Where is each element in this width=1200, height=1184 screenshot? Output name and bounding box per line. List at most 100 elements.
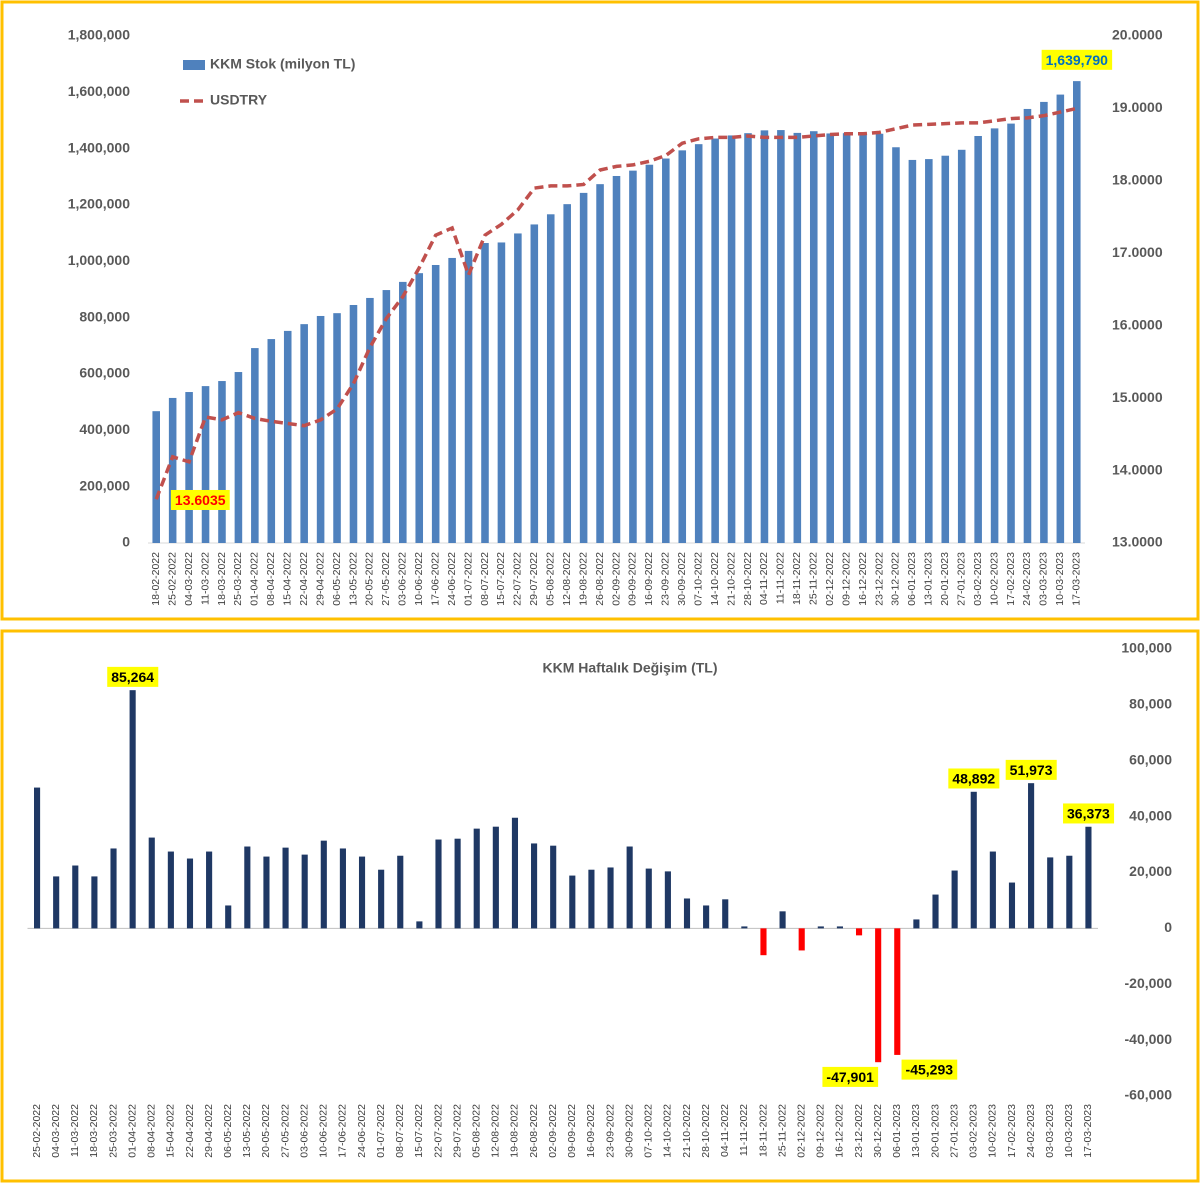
x-tick-label: 24-02-2023 <box>1025 1104 1037 1158</box>
x-tick-label: 22-07-2022 <box>432 1104 444 1158</box>
bar <box>416 921 423 929</box>
bar <box>382 290 391 543</box>
bar <box>760 130 769 543</box>
x-tick-label: 10-06-2022 <box>413 552 425 606</box>
bar <box>744 133 752 544</box>
x-tick-label: 30-09-2022 <box>676 552 688 606</box>
bar <box>167 851 174 929</box>
data-label: 13.6035 <box>175 492 226 508</box>
bar <box>431 264 440 543</box>
x-tick-label: 08-04-2022 <box>146 1104 158 1158</box>
x-tick-label: 12-08-2022 <box>490 1104 502 1158</box>
bar <box>711 138 719 543</box>
x-tick-label: 11-11-2022 <box>738 1104 750 1156</box>
bar <box>263 856 270 929</box>
data-label: -45,293 <box>906 1062 954 1078</box>
x-tick-label: 06-05-2022 <box>222 1104 234 1158</box>
bar <box>741 926 748 929</box>
bar <box>1085 826 1092 929</box>
data-label: 85,264 <box>111 669 154 685</box>
x-tick-label: 01-07-2022 <box>462 552 474 606</box>
bar <box>596 184 604 543</box>
bar <box>397 855 404 929</box>
bar <box>218 381 226 543</box>
x-tick-label: 13-01-2023 <box>923 552 935 606</box>
x-tick-label: 16-09-2022 <box>585 1104 597 1158</box>
bar <box>91 876 98 929</box>
bar <box>836 926 843 929</box>
y-tick-label: 1,000,000 <box>68 252 130 268</box>
x-tick-label: 22-07-2022 <box>512 552 524 606</box>
bar <box>779 911 786 929</box>
data-label-box <box>822 1066 879 1087</box>
y-tick-label: 1,200,000 <box>68 196 130 212</box>
data-label: 51,973 <box>1010 762 1053 778</box>
x-tick-label: 05-08-2022 <box>545 552 557 606</box>
bar <box>1040 101 1048 543</box>
x-tick-label: 22-04-2022 <box>184 1104 196 1158</box>
bar <box>875 133 884 543</box>
bar <box>316 315 325 543</box>
x-tick-label: 04-11-2022 <box>719 1104 731 1157</box>
bar <box>913 919 920 929</box>
x-tick-label: 06-01-2023 <box>906 552 918 606</box>
y-tick-label: -40,000 <box>1125 1031 1173 1047</box>
bar <box>53 876 60 929</box>
bar <box>283 330 292 543</box>
y-tick-label: -20,000 <box>1125 975 1173 991</box>
bar <box>941 155 950 544</box>
x-tick-label: 26-08-2022 <box>528 1104 540 1158</box>
bar <box>1047 857 1054 929</box>
bar <box>435 839 442 929</box>
data-label: 1,639,790 <box>1046 52 1108 68</box>
y-tick-label: 600,000 <box>79 365 130 381</box>
x-tick-label: 21-10-2022 <box>725 552 737 606</box>
x-tick-label: 09-12-2022 <box>815 1104 827 1158</box>
bar <box>339 848 346 929</box>
y2-tick-label: 17.0000 <box>1112 244 1163 260</box>
x-tick-label: 08-07-2022 <box>479 552 491 606</box>
x-tick-label: 09-09-2022 <box>566 1104 578 1158</box>
bar <box>514 233 522 543</box>
bar <box>366 297 374 543</box>
y2-tick-label: 15.0000 <box>1112 389 1163 405</box>
bar <box>186 858 194 929</box>
x-tick-label: 16-09-2022 <box>643 552 655 606</box>
y-tick-label: 100,000 <box>1121 640 1172 656</box>
bar <box>974 135 982 543</box>
x-tick-label: 23-12-2022 <box>873 552 885 606</box>
legend-swatch <box>183 60 205 70</box>
bar <box>168 397 177 543</box>
y2-tick-label: 18.0000 <box>1112 172 1163 188</box>
x-tick-label: 26-08-2022 <box>594 552 606 606</box>
x-tick-label: 09-12-2022 <box>840 552 852 606</box>
x-tick-label: 07-10-2022 <box>643 1104 655 1158</box>
y2-tick-label: 16.0000 <box>1112 316 1163 332</box>
x-tick-label: 03-03-2023 <box>1044 1104 1056 1158</box>
x-tick-label: 20-01-2023 <box>939 552 951 606</box>
x-tick-label: 28-10-2022 <box>700 1104 712 1158</box>
x-tick-label: 27-01-2023 <box>948 1104 960 1158</box>
bar <box>626 846 633 929</box>
y-tick-label: 1,400,000 <box>68 139 130 155</box>
legend-label: USDTRY <box>210 92 268 108</box>
x-tick-label: 10-06-2022 <box>318 1104 330 1158</box>
bar <box>1028 783 1035 929</box>
x-tick-label: 06-05-2022 <box>331 552 343 606</box>
x-tick-label: 18-03-2022 <box>88 1104 100 1158</box>
x-tick-label: 16-12-2022 <box>857 552 869 606</box>
bar <box>798 928 805 951</box>
bar <box>588 869 595 929</box>
x-tick-label: 17-03-2023 <box>1071 552 1083 606</box>
legend-label: KKM Stok (milyon TL) <box>210 56 355 72</box>
x-tick-label: 02-09-2022 <box>547 1104 559 1158</box>
x-tick-label: 02-12-2022 <box>795 1104 807 1158</box>
bar <box>511 817 519 929</box>
x-tick-label: 15-07-2022 <box>413 1104 425 1158</box>
y2-tick-label: 14.0000 <box>1112 461 1163 477</box>
chart-title: KKM Haftalık Değişim (TL) <box>542 660 717 676</box>
bar <box>951 870 958 929</box>
bar <box>727 135 736 543</box>
bar <box>664 871 671 929</box>
bar <box>1007 123 1015 544</box>
